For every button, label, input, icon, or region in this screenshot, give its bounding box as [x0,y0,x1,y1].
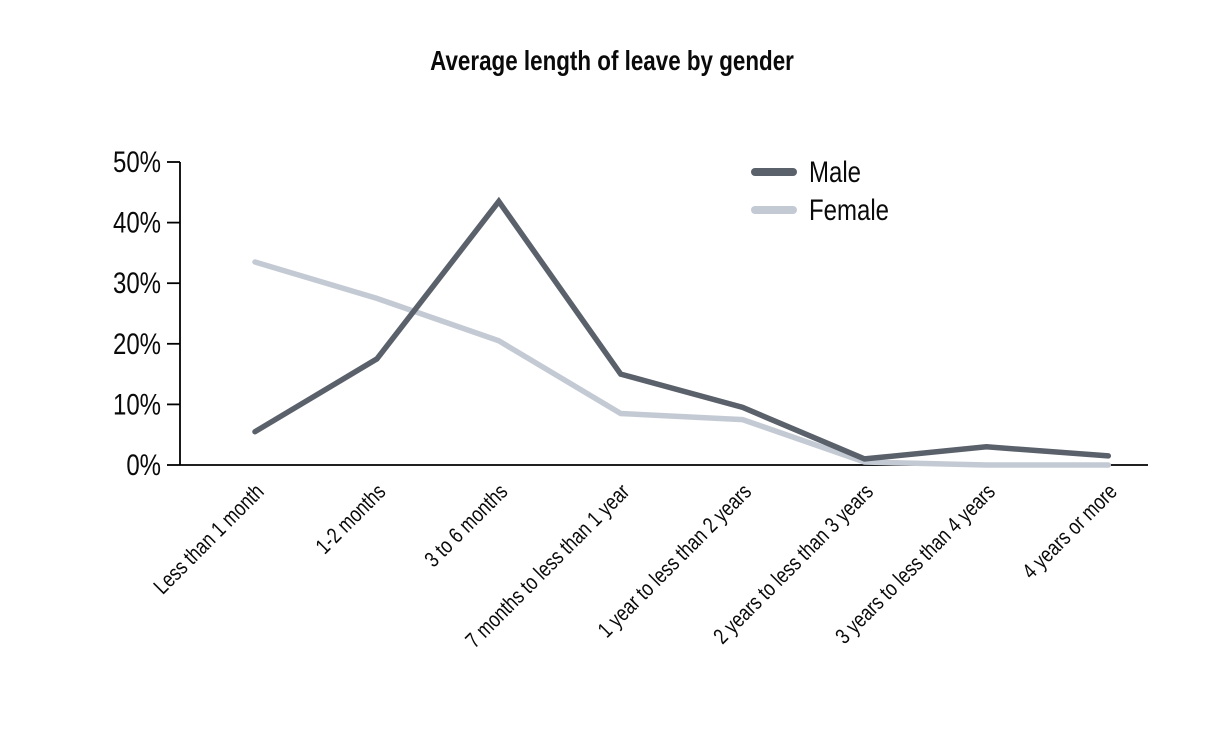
legend-label-male: Male [809,154,861,188]
y-tick-label: 40% [113,205,161,239]
x-category-label: 3 to 6 months [420,480,513,573]
legend-item-male: Male [751,154,861,189]
y-axis-ticks: 0% 10% 20% 30% 40% 50% [113,144,180,482]
x-axis-labels: Less than 1 month 1-2 months 3 to 6 months… [149,479,1122,653]
x-category-label: Less than 1 month [149,480,268,599]
legend-label-female: Female [809,192,889,226]
y-axis: 0% 10% 20% 30% 40% 50% [113,144,181,482]
chart-title: Average length of leave by gender [430,46,794,77]
x-category-label: 1-2 months [311,480,390,559]
legend-item-female: Female [751,192,889,227]
x-axis: Less than 1 month 1-2 months 3 to 6 months… [149,464,1148,653]
series-lines [252,196,1112,468]
male-series-line [252,196,1112,462]
y-tick-label: 30% [113,266,161,300]
x-category-label: 4 years or more [1018,480,1122,584]
female-series-line [252,259,1112,468]
y-tick-label: 20% [113,326,161,360]
legend: Male Female [751,154,889,227]
y-tick-label: 50% [113,144,161,178]
y-tick-label: 10% [113,387,161,421]
y-tick-label: 0% [126,447,161,481]
